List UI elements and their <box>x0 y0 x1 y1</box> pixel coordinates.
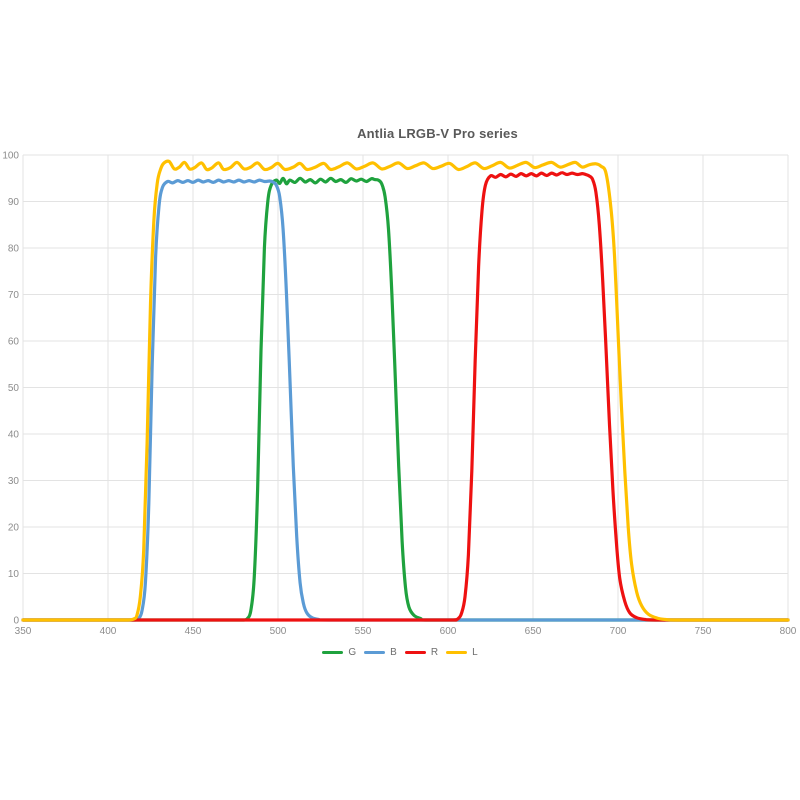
series-line-L <box>21 159 790 622</box>
y-tick-label: 90 <box>8 197 20 208</box>
y-tick-label: 50 <box>8 383 20 394</box>
x-tick-label: 450 <box>185 626 202 637</box>
legend-label: G <box>348 647 357 658</box>
legend-item-B: B <box>364 647 397 658</box>
y-tick-label: 20 <box>8 523 20 534</box>
series-line-R <box>21 171 790 622</box>
legend-swatch-B <box>364 651 386 654</box>
legend-item-L: L <box>446 647 478 658</box>
legend-swatch-G <box>322 651 344 654</box>
y-tick-label: 60 <box>8 337 20 348</box>
x-tick-label: 700 <box>610 626 627 637</box>
x-tick-label: 650 <box>525 626 542 637</box>
x-tick-label: 550 <box>355 626 372 637</box>
y-tick-label: 100 <box>2 151 19 162</box>
legend-item-R: R <box>404 647 439 658</box>
chart-title: Antlia LRGB-V Pro series <box>357 126 518 141</box>
x-tick-label: 800 <box>780 626 797 637</box>
legend-label: L <box>472 647 478 658</box>
legend-label: B <box>390 647 397 658</box>
legend-swatch-R <box>404 651 426 654</box>
x-tick-label: 600 <box>440 626 457 637</box>
y-tick-label: 70 <box>8 290 20 301</box>
y-tick-label: 0 <box>13 616 19 627</box>
y-tick-label: 10 <box>8 569 20 580</box>
x-tick-label: 500 <box>270 626 287 637</box>
legend-label: R <box>430 647 439 658</box>
x-tick-label: 400 <box>100 626 117 637</box>
y-tick-label: 30 <box>8 476 20 487</box>
x-tick-label: 350 <box>15 626 32 637</box>
series-line-B <box>21 178 790 622</box>
y-tick-label: 80 <box>8 244 20 255</box>
x-tick-label: 750 <box>695 626 712 637</box>
y-tick-label: 40 <box>8 430 20 441</box>
legend-swatch-L <box>446 651 468 654</box>
legend-item-G: G <box>322 647 356 658</box>
series-line-G <box>21 176 790 622</box>
